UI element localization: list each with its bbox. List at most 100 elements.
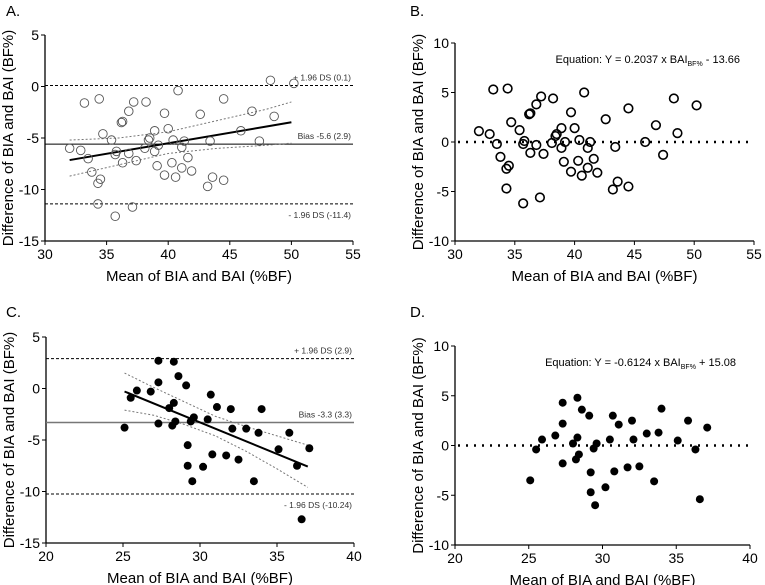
panel-label: C. — [6, 304, 21, 321]
data-point — [124, 106, 134, 116]
panel-label: A. — [6, 3, 20, 20]
y-axis-title: Difference of BIA and BAI (BF%) — [1, 332, 18, 549]
x-tick-label: 35 — [269, 548, 285, 564]
y-tick-label: -15 — [19, 233, 39, 249]
data-point — [146, 387, 155, 396]
x-tick-label: 35 — [99, 246, 115, 262]
x-tick-label: 40 — [742, 550, 758, 566]
data-point — [247, 106, 257, 116]
data-point — [207, 172, 218, 182]
equation-suffix: - 13.66 — [703, 54, 740, 66]
data-point — [484, 128, 495, 140]
data-point — [579, 87, 590, 98]
data-point — [199, 462, 208, 471]
panel-c: C. 20 25 30 35 40 -15 -10 -5 0 5 Mean of BIA and BA… — [1, 304, 362, 585]
data-point — [558, 459, 567, 468]
data-point — [174, 372, 183, 381]
data-point — [168, 135, 178, 145]
data-point — [242, 424, 251, 433]
data-point — [179, 136, 189, 146]
data-point — [684, 416, 693, 425]
data-point — [154, 356, 163, 365]
data-point — [658, 149, 669, 160]
data-point — [623, 181, 634, 192]
data-point — [177, 142, 187, 153]
reference-line-label: - 1.96 DS (-10.24) — [284, 500, 352, 510]
x-tick-label: 55 — [345, 246, 361, 262]
x-tick-label: 40 — [160, 246, 176, 262]
data-point — [582, 162, 593, 173]
data-point — [153, 140, 164, 150]
data-point — [202, 181, 213, 192]
confidence-band — [124, 372, 308, 446]
equation-label: Equation: Y = -0.6124 x BAIBF% + 15.08 — [545, 357, 736, 371]
data-point — [149, 146, 160, 157]
data-point — [154, 419, 163, 428]
data-point — [601, 483, 610, 492]
data-point — [218, 175, 229, 185]
data-point — [576, 170, 587, 181]
data-point — [183, 441, 192, 450]
data-point — [127, 202, 138, 212]
data-point — [117, 157, 128, 168]
data-point — [628, 416, 636, 425]
x-tick-label: 30 — [37, 246, 53, 262]
data-point — [159, 170, 170, 180]
equation-prefix: Equation: Y = 0.2037 x BAI — [556, 54, 688, 66]
data-point — [525, 108, 536, 119]
data-point — [534, 192, 546, 203]
data-point — [124, 148, 134, 159]
data-point — [289, 78, 299, 89]
y-tick-label: 0 — [31, 79, 39, 95]
y-tick-label: 5 — [32, 329, 40, 345]
data-point — [293, 461, 302, 470]
data-point — [182, 381, 191, 390]
data-point — [222, 451, 231, 460]
data-point — [503, 160, 514, 171]
data-point — [173, 85, 183, 96]
data-point — [95, 174, 106, 184]
data-point — [473, 126, 485, 137]
data-point — [608, 411, 617, 420]
data-point — [556, 123, 567, 134]
x-tick-label: 30 — [447, 246, 463, 262]
data-point — [614, 420, 623, 429]
data-point — [573, 433, 582, 442]
data-point — [163, 123, 173, 134]
y-tick-label: -5 — [27, 130, 40, 146]
panel-a: A. 30 35 40 45 50 55 -15 -10 -5 0 5 Mean of BIA and … — [0, 3, 361, 285]
data-point — [532, 445, 541, 454]
data-point — [183, 152, 193, 163]
x-tick-label: 55 — [746, 246, 762, 262]
data-point — [170, 172, 181, 182]
data-point — [195, 109, 205, 120]
data-point — [132, 386, 141, 395]
data-point — [501, 163, 512, 174]
panel-label: D. — [410, 304, 425, 321]
data-point — [131, 155, 141, 166]
data-point — [254, 136, 265, 146]
y-tick-label: 10 — [433, 338, 449, 354]
data-point — [695, 495, 704, 504]
data-point — [188, 477, 197, 486]
data-point — [547, 93, 559, 104]
panel-d: D. 20 25 30 35 40 -10 -5 0 5 10 Mean of BIA and BAI… — [410, 304, 758, 585]
data-point — [212, 403, 221, 412]
data-point — [488, 84, 499, 95]
data-point — [93, 199, 103, 209]
data-point — [588, 153, 599, 164]
data-point — [79, 98, 90, 108]
data-point — [208, 450, 217, 459]
data-point — [495, 151, 506, 162]
data-point — [691, 445, 700, 454]
data-point — [629, 435, 638, 444]
data-point — [672, 127, 683, 139]
y-tick-label: -10 — [20, 484, 40, 500]
y-tick-label: -10 — [429, 233, 449, 249]
data-point — [569, 123, 580, 134]
data-point — [573, 155, 584, 166]
data-point — [183, 461, 192, 470]
data-point — [506, 117, 517, 128]
x-axis-title: Mean of BIA and BAI (%BF) — [510, 572, 696, 585]
confidence-band — [69, 142, 292, 177]
